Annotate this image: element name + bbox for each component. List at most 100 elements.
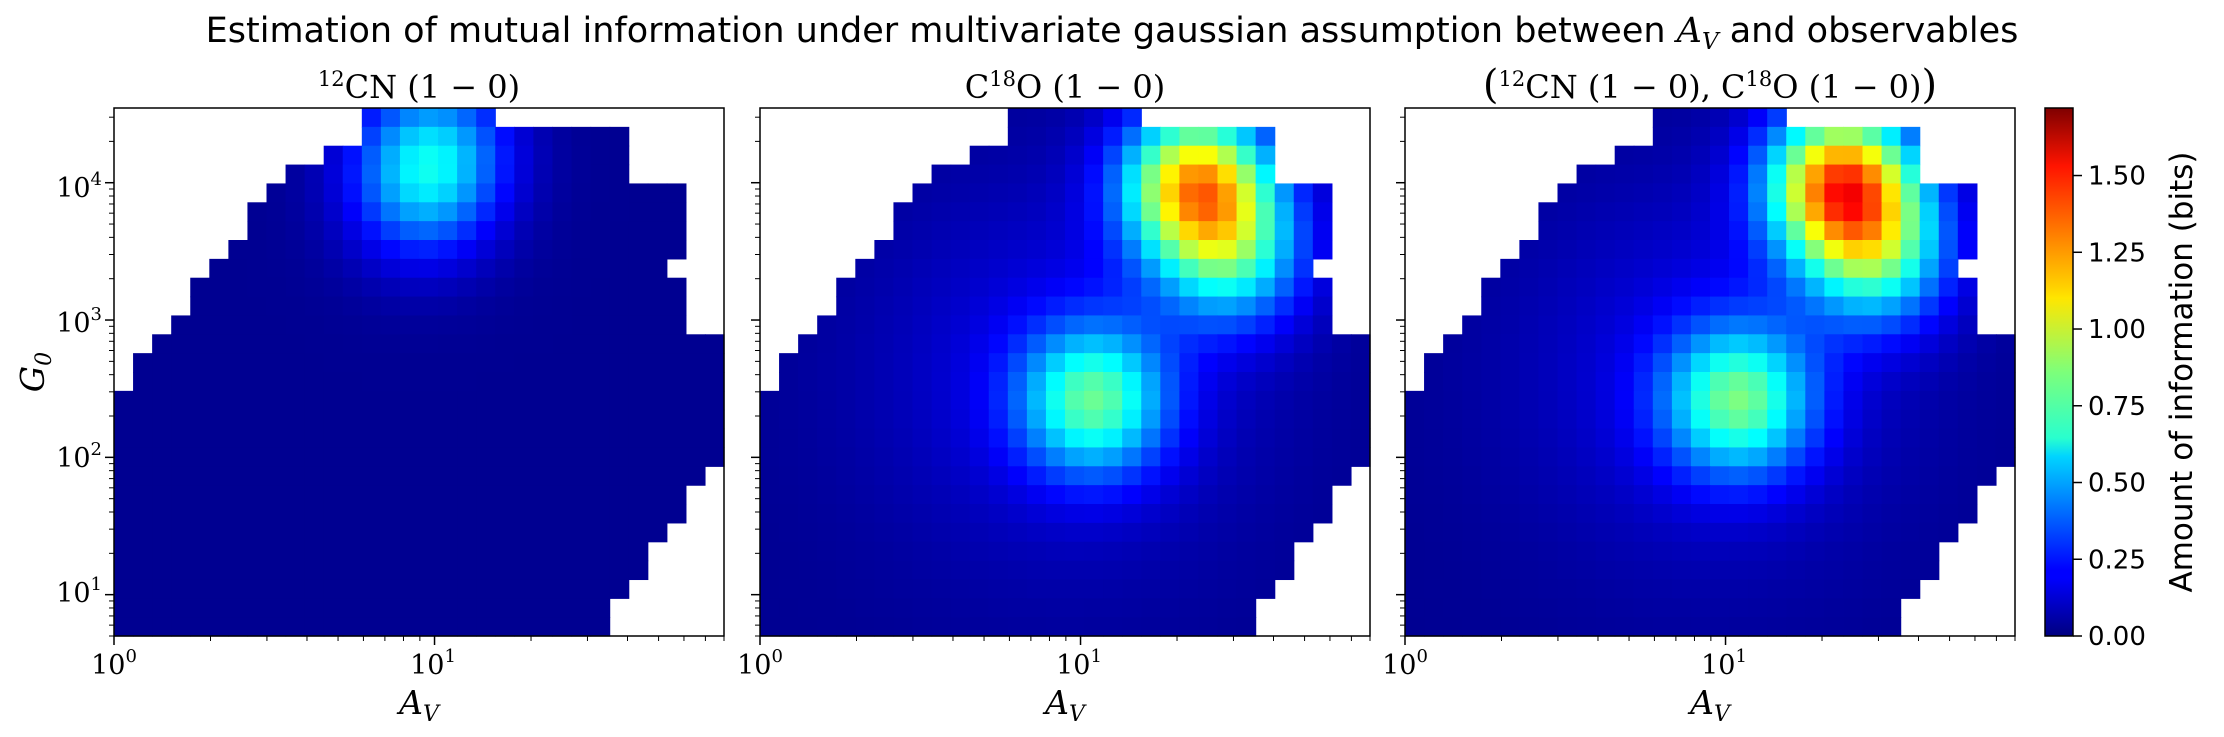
heatmap-cell	[893, 202, 914, 222]
heatmap-cell	[1065, 240, 1085, 260]
heatmap-cell	[1919, 183, 1940, 203]
heatmap-cell	[399, 145, 420, 166]
heatmap-cell	[1957, 372, 1978, 392]
heatmap-cell	[1995, 447, 2016, 467]
heatmap-cell	[1957, 221, 1978, 241]
heatmap-cell	[1084, 485, 1104, 505]
heatmap-cell	[533, 617, 554, 637]
heatmap-cell	[628, 372, 649, 392]
heatmap-cell	[571, 579, 592, 599]
heatmap-cell	[1710, 372, 1730, 392]
heatmap-cell	[1767, 504, 1787, 524]
heatmap-cell	[1748, 126, 1768, 147]
heatmap-cell	[1538, 447, 1559, 467]
heatmap-cell	[1179, 428, 1200, 449]
heatmap-cell	[1141, 598, 1161, 618]
heatmap-cell	[1767, 428, 1787, 449]
heatmap-cell	[1538, 541, 1559, 562]
heatmap-cell	[760, 428, 780, 449]
heatmap-cell	[399, 579, 420, 599]
heatmap-cell	[304, 428, 325, 449]
heatmap-cell	[798, 485, 818, 505]
heatmap-cell	[1160, 202, 1180, 222]
heatmap-cell	[552, 447, 573, 467]
heatmap-cell	[1179, 560, 1200, 581]
heatmap-cell	[457, 447, 477, 467]
heatmap-cell	[1900, 504, 1921, 524]
heatmap-cell	[1576, 504, 1597, 524]
heatmap-cell	[1824, 504, 1845, 524]
heatmap-cell	[1007, 409, 1028, 430]
heatmap-cell	[552, 145, 573, 166]
heatmap-cell	[361, 541, 382, 562]
heatmap-cell	[950, 372, 971, 392]
heatmap-cell	[1026, 541, 1047, 562]
heatmap-cell	[1786, 315, 1806, 335]
heatmap-cell	[1045, 240, 1066, 260]
heatmap-cell	[152, 485, 172, 505]
heatmap-cell	[988, 277, 1009, 298]
heatmap-cell	[609, 277, 630, 298]
heatmap-cell	[1198, 183, 1219, 203]
heatmap-cell	[1900, 258, 1921, 279]
heatmap-cell	[1671, 485, 1692, 505]
y-axis-label: G0	[13, 352, 57, 392]
heatmap-cell	[1026, 221, 1047, 241]
heatmap-cell	[1500, 372, 1520, 392]
heatmap-cell	[552, 372, 573, 392]
heatmap-cell	[1633, 334, 1654, 354]
heatmap-cell	[912, 390, 933, 411]
heatmap-cell	[1862, 617, 1883, 637]
heatmap-cell	[1729, 504, 1749, 524]
heatmap-cell	[1843, 315, 1864, 335]
heatmap-cell	[1862, 428, 1883, 449]
heatmap-cell	[1690, 560, 1711, 581]
heatmap-cell	[304, 579, 325, 599]
heatmap-cell	[628, 221, 649, 241]
heatmap-cell	[1595, 428, 1616, 449]
heatmap-cell	[495, 541, 515, 562]
heatmap-cell	[152, 560, 172, 581]
heatmap-cell	[571, 164, 592, 185]
heatmap-cell	[1065, 221, 1085, 241]
heatmap-cell	[1141, 315, 1161, 335]
heatmap-cell	[1481, 315, 1501, 335]
heatmap-cell	[1122, 428, 1142, 449]
heatmap-cell	[1217, 447, 1238, 467]
heatmap-cell	[419, 372, 439, 392]
heatmap-cell	[114, 522, 134, 543]
heatmap-cell	[399, 202, 420, 222]
heatmap-cell	[1065, 353, 1085, 373]
heatmap-cell	[950, 277, 971, 298]
heatmap-cell	[285, 296, 306, 317]
heatmap-cell	[1007, 560, 1028, 581]
heatmap-cell	[514, 334, 534, 354]
heatmap-cell	[1729, 560, 1749, 581]
heatmap-cell	[1236, 145, 1257, 166]
heatmap-cell	[514, 504, 534, 524]
heatmap-cell	[228, 390, 249, 411]
heatmap-cell	[1481, 579, 1501, 599]
heatmap-cell	[342, 504, 363, 524]
heatmap-cell	[1122, 126, 1142, 147]
heatmap-cell	[1007, 258, 1028, 279]
heatmap-cell	[1576, 409, 1597, 430]
heatmap-cell	[247, 560, 268, 581]
heatmap-cell	[628, 296, 649, 317]
heatmap-cell	[1103, 598, 1123, 618]
heatmap-cell	[666, 221, 687, 241]
heatmap-cell	[1729, 522, 1749, 543]
heatmap-cell	[1805, 353, 1825, 373]
heatmap-cell	[1293, 296, 1314, 317]
heatmap-cell	[628, 504, 649, 524]
heatmap-cell	[590, 221, 611, 241]
heatmap-cell	[1045, 221, 1066, 241]
heatmap-cell	[1900, 353, 1921, 373]
heatmap-cell	[1519, 447, 1540, 467]
heatmap-cell	[571, 372, 592, 392]
heatmap-cell	[1255, 579, 1276, 599]
heatmap-cell	[114, 466, 134, 486]
heatmap-cell	[855, 447, 875, 467]
heatmap-cell	[285, 504, 306, 524]
heatmap-cell	[380, 277, 401, 298]
